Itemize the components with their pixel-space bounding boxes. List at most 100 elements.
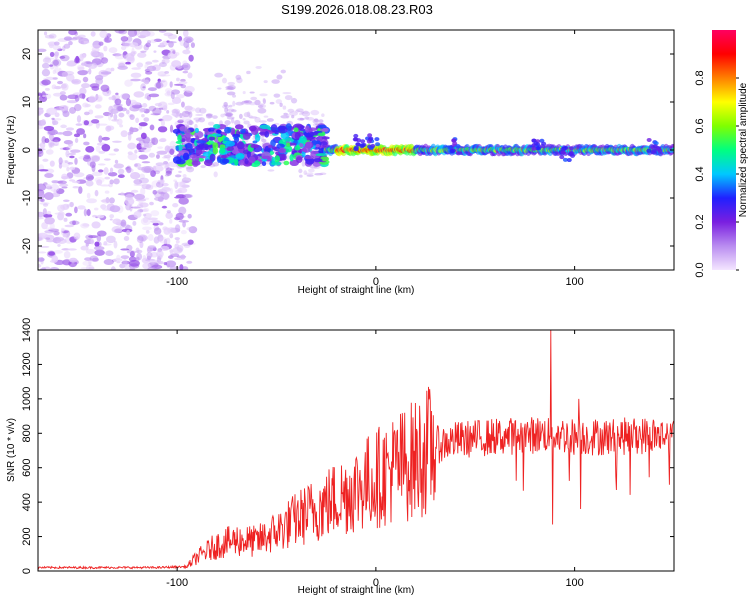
spectrogram-cell [134, 30, 141, 36]
spectrogram-cell [139, 147, 147, 150]
spectrogram-cell [167, 153, 171, 161]
spectrogram-cell [567, 152, 573, 157]
spectrogram-y-label: Frequency (Hz) [6, 116, 17, 185]
spectrogram-cell [48, 141, 53, 149]
spectrogram-cell [143, 117, 150, 122]
spectrogram-cell [100, 84, 110, 92]
spectrogram-cell [352, 137, 358, 142]
spectrogram-cell [129, 126, 134, 135]
spectrogram-cell [88, 95, 97, 103]
spectrogram-cell [248, 115, 253, 119]
spectrogram-cell [122, 258, 128, 267]
spectrogram-cell [255, 134, 261, 142]
spectrogram-cell [62, 147, 70, 151]
spectrogram-cell [49, 222, 55, 230]
spectrogram-cell [127, 153, 138, 161]
spectrogram-cell [283, 112, 288, 116]
spectrogram-cell [183, 193, 193, 199]
spectrogram-cell [150, 170, 156, 177]
spectrogram-cell [90, 31, 96, 37]
spectrogram-cell [137, 52, 147, 58]
spectrogram-cell [566, 158, 572, 163]
spectrogram-cell [258, 105, 264, 109]
spectrogram-cell [149, 259, 158, 264]
spectrogram-cell [194, 127, 199, 134]
spectrogram-cell [107, 113, 112, 121]
spectrogram-cell [299, 174, 303, 178]
spectrogram-cell [83, 120, 90, 126]
spectrogram-cell [150, 39, 157, 44]
spectrogram-cell [187, 239, 194, 245]
spectrogram-cell [226, 108, 235, 112]
spectrogram-cell [53, 236, 65, 242]
spectrogram-cell [147, 217, 159, 221]
spectrogram-cell [41, 266, 46, 270]
spectrogram-cell [105, 250, 114, 256]
spectrogram-cell [121, 40, 125, 46]
spectrogram-cell [65, 73, 75, 82]
spectrogram-cell [159, 179, 164, 185]
spectrogram-cell [275, 99, 283, 104]
spectrogram-cell [131, 67, 141, 70]
spectrogram-cell [195, 119, 199, 123]
spectrogram-cell [49, 267, 60, 270]
spectrogram-cell [130, 78, 142, 82]
spectrogram-cell [42, 208, 47, 216]
spectrogram-cell [114, 159, 119, 164]
spectrogram-cell [562, 157, 568, 162]
spectrogram-cell [38, 125, 44, 130]
spectrogram-cell [157, 146, 164, 149]
snr-y-label: SNR (10 * v/v) [6, 418, 17, 482]
spectrogram-cell [276, 143, 285, 149]
spectrogram-cell [166, 210, 171, 214]
spectrogram-cell [296, 108, 304, 113]
spectrogram-cell [238, 159, 245, 166]
spectrogram-cell [83, 208, 88, 217]
spectrogram-cell [90, 238, 95, 245]
spectrogram-cell [53, 41, 60, 46]
spectrogram-cell [51, 117, 55, 120]
spectrogram-cell [259, 103, 264, 107]
spectrogram-cell [73, 232, 81, 240]
spectrogram-cell [43, 31, 48, 36]
spectrogram-cell [82, 260, 92, 266]
spectrogram-cell [71, 78, 82, 85]
spectrogram-cell [221, 77, 228, 84]
spectrogram-cell [100, 204, 107, 210]
spectrogram-cell [61, 186, 68, 189]
spectrogram-cell [230, 117, 235, 124]
spectrogram-cell [55, 188, 65, 195]
spectrogram-cell [176, 77, 180, 82]
spectrogram-cell [320, 141, 328, 146]
spectrogram-cell [209, 153, 216, 162]
spectrogram-cell [315, 143, 320, 148]
spectrogram-cell [42, 94, 46, 98]
spectrogram-cell [257, 107, 267, 114]
spectrogram-cell [138, 122, 148, 127]
spectrogram-cell [248, 116, 258, 119]
spectrogram-cell [243, 100, 252, 105]
spectrogram-cell [171, 97, 182, 104]
spectrogram-cell [61, 71, 69, 78]
spectrogram-cell [38, 232, 48, 238]
spectrogram-cell [51, 58, 62, 67]
snr-y-tick-label: 600 [21, 459, 33, 477]
spectrogram-cell [315, 153, 327, 157]
spectrogram-cell [120, 93, 129, 100]
spectrogram-cell [44, 87, 50, 91]
spectrogram-cell [169, 249, 174, 253]
snr-x-tick-label: 100 [565, 577, 583, 589]
spectrogram-cell [91, 164, 96, 173]
spectrogram-cell [181, 115, 192, 124]
spectrogram-cell [150, 220, 161, 224]
spectrogram-cell [95, 93, 99, 101]
spectrogram-cell [98, 150, 106, 154]
spectrogram-cell [225, 85, 234, 89]
spectrogram-cell [289, 154, 294, 162]
spectrogram-cell [226, 91, 236, 96]
spectrogram-cell [238, 113, 243, 120]
spectrogram-cell [541, 141, 547, 146]
spectrogram-cell [254, 99, 261, 106]
spectrogram-cell [125, 61, 131, 65]
spectrogram-cell [103, 167, 109, 175]
